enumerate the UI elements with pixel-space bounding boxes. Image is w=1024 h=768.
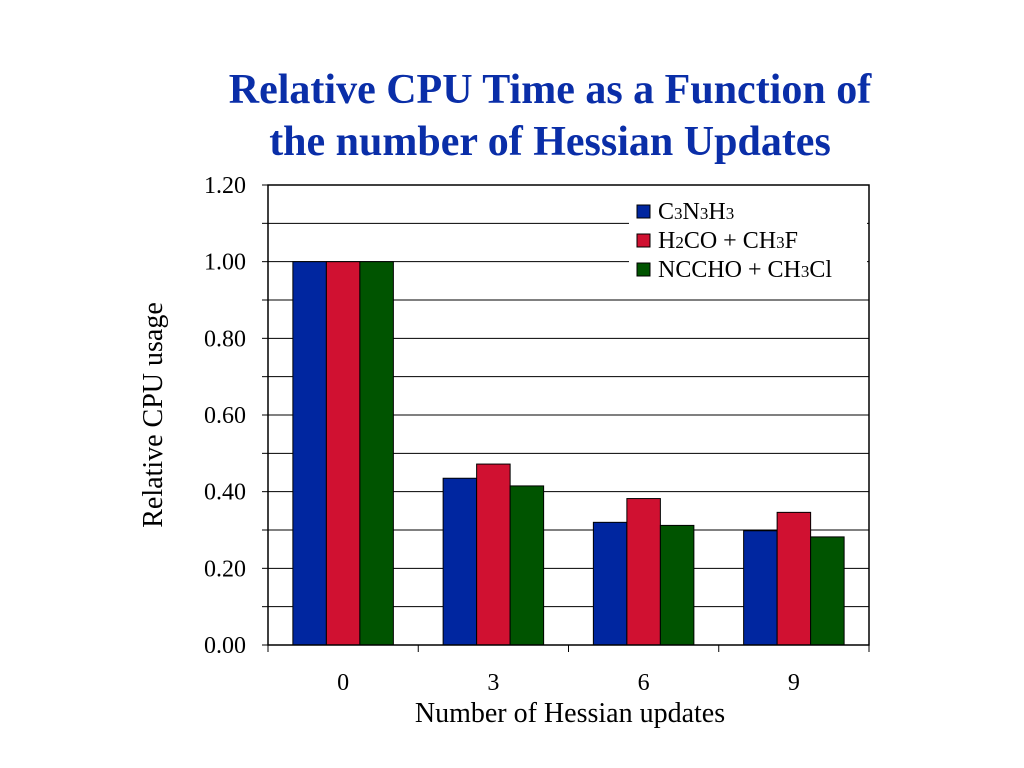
bar [810,536,845,646]
legend-swatch [636,233,651,248]
bars [292,261,845,646]
legend-background [629,197,867,288]
x-tick-label: 0 [337,670,349,696]
chart-title-line-2: the number of Hessian Updates [269,119,831,165]
axes: 0.00 0.20 0.40 0.60 0.80 1.00 1.20 0 3 6 9 [204,173,870,696]
bar [359,261,394,646]
bar [325,261,361,646]
y-tick-label: 0.00 [204,633,246,659]
bar [659,524,695,646]
chart-title: Relative CPU Time as a Function of the n… [150,64,950,168]
legend: C3N3H3 H2CO + CH3F NCCHO + CH3Cl [629,197,867,288]
y-axis-label: Relative CPU usage [138,302,169,528]
chart-title-line-1: Relative CPU Time as a Function of [228,67,872,113]
y-tick-label: 0.40 [204,480,246,506]
bar [776,511,812,646]
x-axis-label: Number of Hessian updates [415,698,725,729]
bar [442,477,478,646]
x-tick-label: 6 [638,670,650,696]
y-tick-label: 0.60 [204,403,246,429]
bar [476,463,511,646]
legend-swatch [636,262,651,277]
bar [292,261,327,646]
legend-swatch [636,204,651,219]
x-tick-label: 3 [487,670,499,696]
legend-label: H2CO + CH3F [658,228,798,254]
y-tick-label: 1.00 [204,250,246,276]
bar [509,485,545,646]
legend-label: C3N3H3 [658,199,734,225]
legend-label: NCCHO + CH3Cl [658,257,832,283]
x-tick-label: 9 [788,670,800,696]
bar [743,530,778,646]
bar [592,521,628,646]
bar [626,498,661,646]
y-tick-label: 1.20 [204,173,246,199]
y-tick-label: 0.80 [204,326,246,352]
y-tick-label: 0.20 [204,556,246,582]
